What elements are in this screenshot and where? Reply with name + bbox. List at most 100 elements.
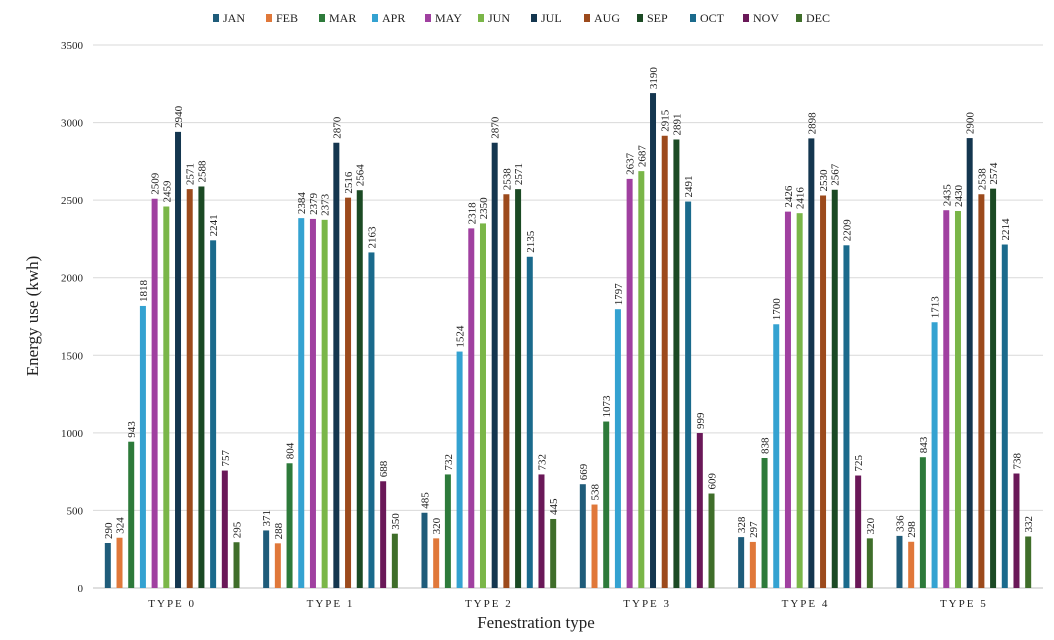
data-label: 2940	[173, 105, 185, 128]
axis-layer: 0 500 1000 1500 2000 2500 3000 3500 TYPE 0 TYPE 1…	[61, 40, 1043, 610]
data-label: 538	[590, 484, 602, 501]
data-label: 943	[126, 421, 138, 438]
legend-label: MAR	[329, 11, 356, 25]
bar-nov	[855, 475, 862, 588]
y-tick-label: 1000	[61, 428, 84, 440]
legend-swatch	[319, 14, 325, 22]
x-tick-label: TYPE 0	[148, 598, 196, 610]
legend-swatch	[531, 14, 537, 22]
bar-feb	[749, 541, 756, 588]
y-tick-label: 2500	[61, 195, 84, 207]
bar-sep	[831, 189, 838, 588]
legend-swatch	[796, 14, 802, 22]
bar-oct	[526, 256, 533, 588]
data-label: 2379	[308, 192, 320, 215]
y-axis-title: Energy use (kwh)	[23, 256, 42, 377]
bar-jan	[579, 484, 586, 588]
data-label: 320	[865, 517, 877, 534]
bar-may	[468, 228, 475, 589]
bar-mar	[444, 474, 451, 588]
data-label: 2516	[343, 171, 355, 194]
bar-may	[151, 198, 158, 588]
bar-jan	[104, 543, 111, 588]
bar-nov	[1013, 473, 1020, 588]
bar-may	[943, 210, 950, 588]
data-label: 2538	[501, 168, 513, 190]
data-label: 757	[220, 450, 232, 467]
data-label: 2214	[1000, 218, 1012, 241]
data-label: 298	[906, 521, 918, 538]
bar-jun	[954, 211, 961, 588]
y-tick-label: 2000	[61, 273, 84, 285]
data-label: 2891	[671, 113, 683, 135]
data-label: 2491	[683, 176, 695, 198]
data-label: 2163	[366, 226, 378, 249]
bar-mar	[761, 457, 768, 588]
bar-dec	[708, 493, 715, 588]
data-label: 1797	[613, 283, 625, 306]
bar-nov	[221, 470, 228, 588]
bar-jul	[808, 138, 815, 588]
bar-jul	[966, 138, 973, 589]
x-tick-label: TYPE 5	[940, 598, 988, 610]
y-tick-label: 500	[67, 505, 84, 517]
data-label: 2384	[296, 192, 308, 215]
data-label: 2870	[331, 116, 343, 139]
bar-jan	[421, 512, 428, 588]
data-label: 2530	[818, 169, 830, 192]
bar-jun	[321, 219, 328, 588]
data-label: 2509	[150, 172, 162, 195]
data-label: 1524	[455, 325, 467, 348]
y-tick-label: 3500	[61, 40, 84, 52]
bar-feb	[908, 541, 915, 588]
data-label: 2588	[196, 160, 208, 183]
legend-swatch	[690, 14, 696, 22]
bar-jun	[163, 206, 170, 588]
data-label: 332	[1023, 516, 1035, 533]
data-label: 999	[695, 412, 707, 429]
bar-feb	[274, 543, 281, 588]
data-label: 288	[273, 522, 285, 539]
legend-swatch	[266, 14, 272, 22]
y-tick-label: 0	[78, 583, 84, 595]
data-label: 838	[760, 437, 772, 454]
data-label: 2637	[625, 152, 637, 175]
data-label: 2900	[965, 112, 977, 135]
data-label: 350	[390, 513, 402, 530]
legend-label: JAN	[223, 11, 245, 25]
legend-label: FEB	[276, 11, 298, 25]
bar-oct	[210, 240, 217, 588]
bar-sep	[515, 189, 522, 588]
data-label: 295	[232, 521, 244, 538]
data-label: 297	[748, 521, 760, 538]
bar-feb	[116, 537, 123, 588]
bar-apr	[139, 305, 146, 588]
data-label: 2209	[841, 219, 853, 242]
data-label: 609	[707, 473, 719, 490]
bar-aug	[820, 195, 827, 588]
legend-label: APR	[382, 11, 405, 25]
x-tick-label: TYPE 3	[623, 598, 671, 610]
data-label: 2574	[988, 162, 1000, 185]
legend-label: MAY	[435, 11, 462, 25]
x-tick-label: TYPE 4	[782, 598, 830, 610]
bar-may	[309, 218, 316, 588]
data-label: 2687	[636, 145, 648, 168]
bar-apr	[456, 351, 463, 588]
data-label: 290	[103, 522, 115, 539]
bar-dec	[550, 518, 557, 588]
bar-feb	[591, 504, 598, 588]
legend-label: OCT	[700, 11, 725, 25]
data-label: 2241	[208, 214, 220, 236]
bar-sep	[198, 186, 205, 588]
data-label: 669	[578, 463, 590, 480]
data-label: 725	[853, 455, 865, 472]
bar-jul	[491, 142, 498, 589]
legend-swatch	[478, 14, 484, 22]
x-tick-label: TYPE 2	[465, 598, 513, 610]
bar-jul	[175, 131, 182, 588]
data-label: 688	[378, 460, 390, 477]
bars-layer	[104, 93, 1032, 589]
bar-dec	[233, 542, 240, 588]
data-label: 732	[536, 454, 548, 471]
